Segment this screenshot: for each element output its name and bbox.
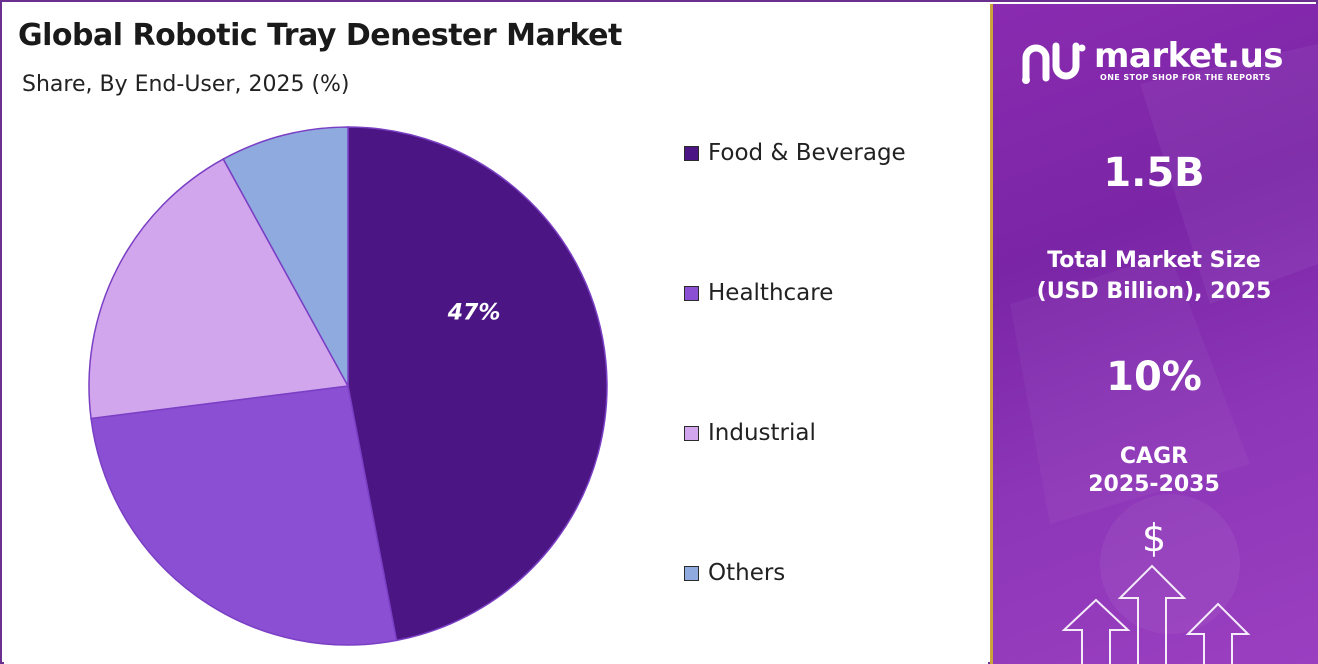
- chart-panel: Global Robotic Tray Denester Market Shar…: [4, 4, 988, 664]
- brand-name: market.us: [1094, 36, 1284, 76]
- legend-swatch: [684, 285, 699, 301]
- legend-swatch: [684, 565, 699, 581]
- legend-item-food-beverage: Food & Beverage: [684, 140, 906, 166]
- legend-label: Food & Beverage: [708, 140, 906, 166]
- pie-data-label: 47%: [447, 300, 501, 325]
- cagr-period: 2025-2035: [1088, 472, 1220, 497]
- summary-sidebar: market.us ONE STOP SHOP FOR THE REPORTS …: [990, 4, 1318, 664]
- pie-slice-healthcare: [90, 385, 398, 646]
- legend-item-healthcare: Healthcare: [684, 280, 833, 306]
- legend-item-others: Others: [684, 560, 785, 586]
- legend-swatch: [684, 145, 699, 161]
- brand-tagline: ONE STOP SHOP FOR THE REPORTS: [1100, 73, 1271, 82]
- pie-slice-food-beverage: [347, 126, 608, 642]
- background-decoration: [1010, 44, 1318, 664]
- growth-arrows-icon: [1061, 564, 1251, 664]
- market-size-label-line1: Total Market Size: [1047, 248, 1261, 273]
- market-size-label-line2: (USD Billion), 2025: [1036, 279, 1272, 304]
- pie-slice-industrial: [88, 158, 350, 420]
- legend-swatch: [684, 425, 699, 441]
- legend-item-industrial: Industrial: [684, 420, 816, 446]
- cagr-value: 10%: [1106, 354, 1202, 400]
- market-size-value: 1.5B: [1103, 150, 1205, 196]
- dollar-icon: $: [1142, 516, 1167, 560]
- sidebar-divider: [990, 4, 993, 664]
- legend-label: Others: [708, 560, 786, 586]
- chart-subtitle: Share, By End-User, 2025 (%): [22, 72, 350, 97]
- legend-label: Industrial: [708, 420, 816, 446]
- pie-chart: 47%: [88, 126, 608, 646]
- cagr-label: CAGR: [1119, 444, 1189, 469]
- legend-label: Healthcare: [708, 280, 834, 306]
- market-us-logo-icon: [1022, 42, 1086, 84]
- pie-slice-others: [222, 126, 349, 387]
- page-title: Global Robotic Tray Denester Market: [18, 18, 622, 53]
